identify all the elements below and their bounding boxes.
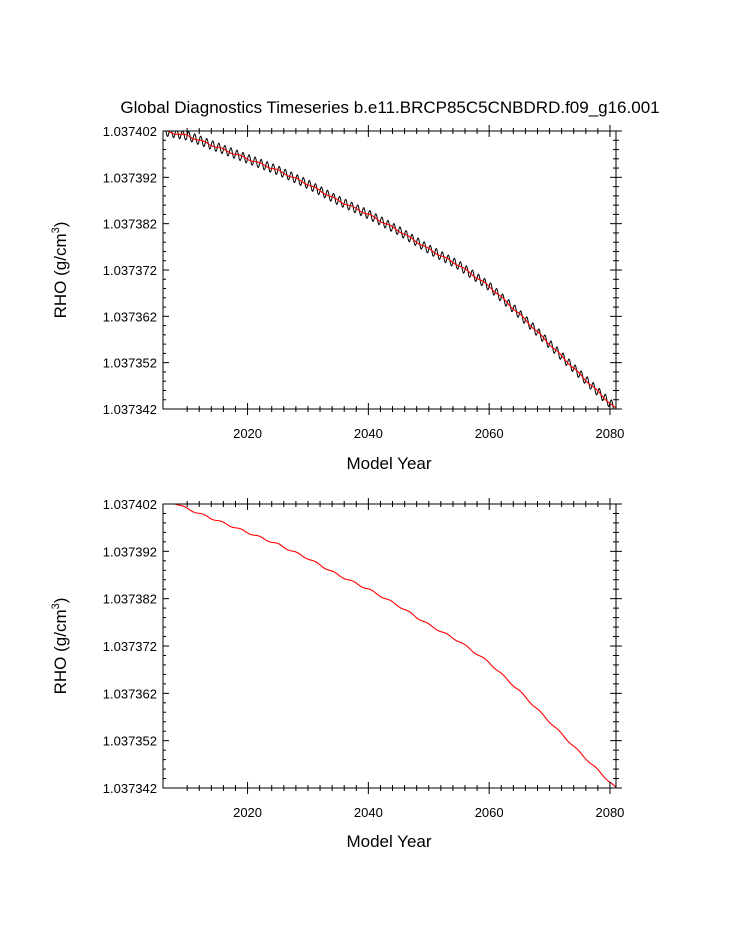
top-ticks <box>163 125 622 415</box>
bottom-xtick-label: 2020 <box>233 805 262 820</box>
bottom-series-layer <box>163 503 617 788</box>
top-xtick-label: 2080 <box>595 426 624 441</box>
bottom-plot-frame <box>162 503 617 789</box>
top-xtick-label: 2040 <box>354 426 383 441</box>
top-y-axis-label-sup: 3 <box>50 227 62 233</box>
bottom-ytick-labels: 1.037342 1.037352 1.037362 1.037372 1.037382… <box>103 497 157 796</box>
top-ytick-label: 1.037402 <box>103 124 157 139</box>
bottom-y-axis-label-sup: 3 <box>50 603 62 609</box>
top-xtick-label: 2020 <box>233 426 262 441</box>
bottom-ytick-label: 1.037362 <box>103 686 157 701</box>
top-ytick-label: 1.037372 <box>103 263 157 278</box>
bottom-ytick-label: 1.037392 <box>103 544 157 559</box>
bottom-y-axis-label: RHO (g/cm3) <box>50 598 70 695</box>
top-ytick-label: 1.037382 <box>103 217 157 232</box>
top-xtick-label: 2060 <box>475 426 504 441</box>
bottom-xtick-labels: 2020 2040 2060 2080 <box>233 805 624 820</box>
panel-bottom: 2020 2040 2060 2080 1.037342 1.037352 1.03736… <box>50 497 624 851</box>
bottom-x-axis-label: Model Year <box>346 832 431 851</box>
bottom-ytick-label: 1.037372 <box>103 639 157 654</box>
top-ytick-label: 1.037352 <box>103 356 157 371</box>
figure-title: Global Diagnostics Timeseries b.e11.BRCP… <box>120 98 659 117</box>
bottom-xtick-label: 2060 <box>475 805 504 820</box>
top-series-monthly-line <box>163 130 616 410</box>
panel-top: 2020 2040 2060 2080 1.037342 1.037352 1.03736… <box>50 124 624 473</box>
top-plot-frame <box>162 130 617 410</box>
bottom-y-axis-label-main: RHO (g/cm <box>51 609 70 694</box>
top-xtick-labels: 2020 2040 2060 2080 <box>233 426 624 441</box>
top-ytick-label: 1.037342 <box>103 402 157 417</box>
top-series-layer <box>163 130 617 410</box>
bottom-y-axis-label-close: ) <box>51 598 70 604</box>
bottom-ytick-label: 1.037382 <box>103 592 157 607</box>
top-series-annual-mean-line <box>163 130 617 409</box>
bottom-series-annual-mean-line <box>163 503 617 788</box>
top-y-axis-label: RHO (g/cm3) <box>50 222 70 319</box>
top-ytick-label: 1.037392 <box>103 170 157 185</box>
bottom-ytick-label: 1.037342 <box>103 781 157 796</box>
bottom-ytick-label: 1.037352 <box>103 734 157 749</box>
top-ytick-label: 1.037362 <box>103 309 157 324</box>
bottom-ytick-label: 1.037402 <box>103 497 157 512</box>
top-y-axis-label-main: RHO (g/cm <box>51 233 70 318</box>
bottom-ticks <box>163 498 622 794</box>
bottom-xtick-label: 2080 <box>595 805 624 820</box>
top-x-axis-label: Model Year <box>346 454 431 473</box>
top-y-axis-label-close: ) <box>51 222 70 228</box>
top-ytick-labels: 1.037342 1.037352 1.037362 1.037372 1.037382… <box>103 124 157 417</box>
bottom-xtick-label: 2040 <box>354 805 383 820</box>
